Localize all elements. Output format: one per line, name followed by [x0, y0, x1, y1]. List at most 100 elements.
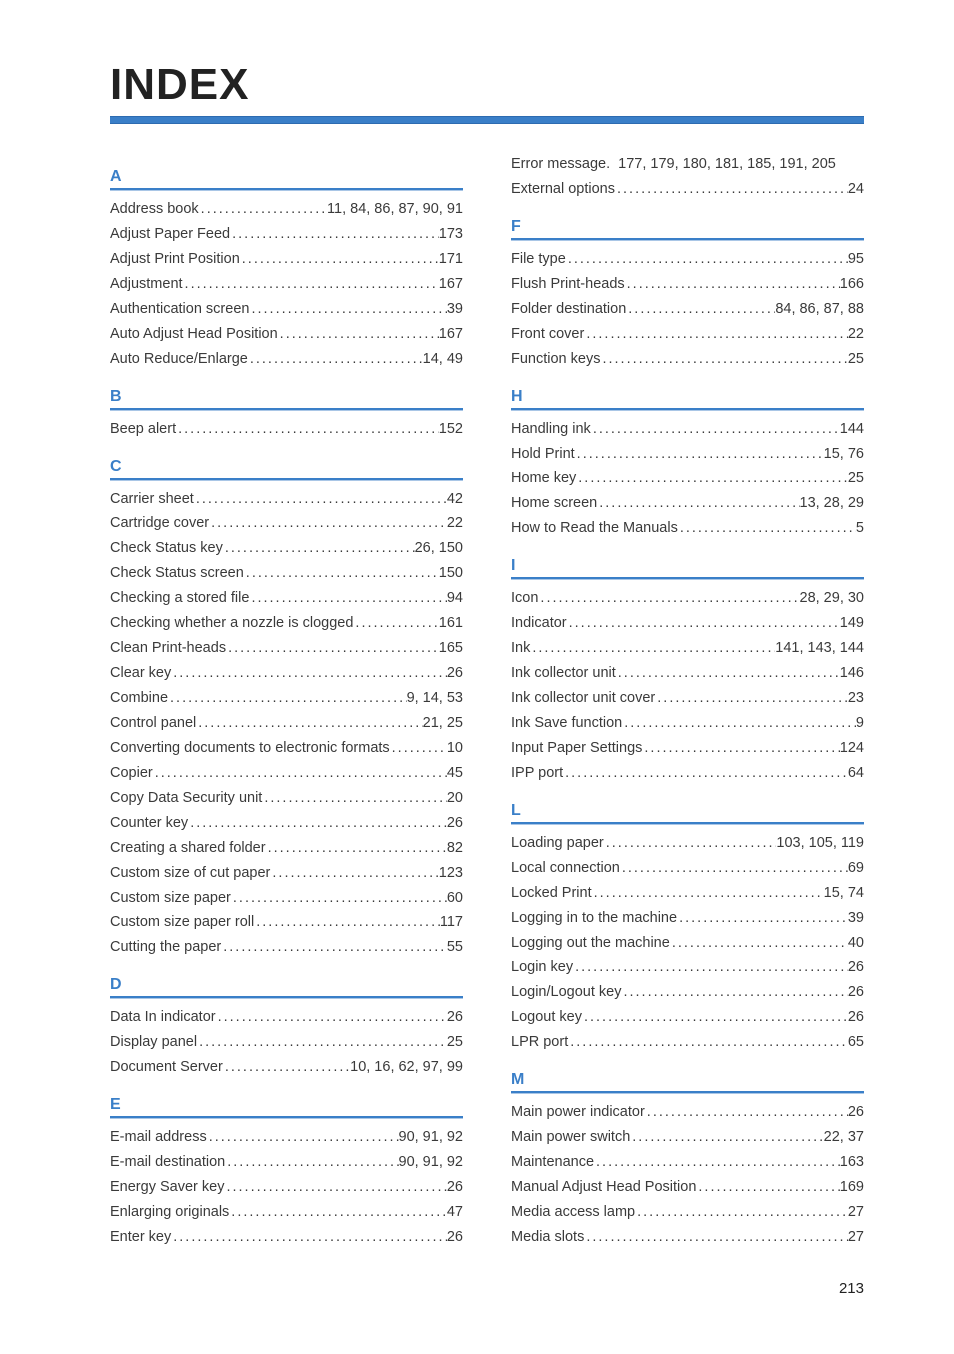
entry-label: Checking a stored file	[110, 586, 249, 611]
entry-leader-dots	[584, 322, 848, 347]
entry-label: Adjust Paper Feed	[110, 222, 230, 247]
entry-pages: 22	[447, 511, 463, 536]
entry-label: Checking whether a nozzle is clogged	[110, 611, 353, 636]
entry-leader-dots	[249, 297, 446, 322]
entry-label: Clear key	[110, 661, 171, 686]
entry-label: Auto Adjust Head Position	[110, 322, 278, 347]
index-entry: E-mail address 90, 91, 92	[110, 1125, 463, 1150]
entry-pages: 39	[848, 906, 864, 931]
entry-leader-dots	[262, 786, 447, 811]
entry-label: Ink Save function	[511, 711, 622, 736]
entry-leader-dots	[266, 836, 447, 861]
entry-pages: 26	[447, 811, 463, 836]
entry-leader-dots	[207, 1125, 399, 1150]
entry-pages: 95	[848, 247, 864, 272]
entry-leader-dots	[642, 736, 839, 761]
entry-label: Ink collector unit	[511, 661, 616, 686]
entry-leader-dots	[171, 661, 447, 686]
index-entry: Maintenance 163	[511, 1150, 864, 1175]
index-entry: Auto Reduce/Enlarge 14, 49	[110, 347, 463, 372]
index-entry: Adjust Print Position 171	[110, 247, 463, 272]
section-divider	[110, 478, 463, 481]
index-entry: Local connection 69	[511, 856, 864, 881]
entry-pages: 144	[840, 417, 864, 442]
entry-pages: 161	[439, 611, 463, 636]
page-title: INDEX	[110, 60, 864, 110]
index-entry: Logging in to the machine 39	[511, 906, 864, 931]
entry-leader-dots	[604, 831, 777, 856]
section-letter: I	[511, 557, 864, 575]
entry-label: Indicator	[511, 611, 567, 636]
entry-pages: 5	[856, 516, 864, 541]
entry-leader-dots	[615, 177, 848, 202]
entry-leader-dots	[248, 347, 423, 372]
entry-label: Check Status key	[110, 536, 223, 561]
entry-pages: 39	[447, 297, 463, 322]
entry-leader-dots	[635, 1200, 848, 1225]
entry-pages: 26	[447, 661, 463, 686]
entry-leader-dots	[566, 247, 848, 272]
entry-label: Enlarging originals	[110, 1200, 229, 1225]
index-entry: E-mail destination 90, 91, 92	[110, 1150, 463, 1175]
entry-label: Data In indicator	[110, 1005, 216, 1030]
entry-label: Adjust Print Position	[110, 247, 240, 272]
entry-label: Custom size paper	[110, 886, 231, 911]
section-divider	[110, 1116, 463, 1119]
entry-leader-dots	[568, 1030, 848, 1055]
entry-leader-dots	[194, 487, 447, 512]
entry-pages: 141, 143, 144	[775, 636, 864, 661]
entry-pages: 9	[856, 711, 864, 736]
index-entry: LPR port 65	[511, 1030, 864, 1055]
entry-label: Ink	[511, 636, 530, 661]
entry-leader-dots	[278, 322, 439, 347]
entry-leader-dots	[249, 586, 446, 611]
entry-pages: 25	[848, 466, 864, 491]
entry-pages: 124	[840, 736, 864, 761]
entry-leader-dots	[678, 516, 856, 541]
index-entry: Control panel 21, 25	[110, 711, 463, 736]
entry-leader-dots	[592, 881, 824, 906]
index-entry: Custom size paper roll 117	[110, 910, 463, 935]
entry-pages: 15, 76	[824, 442, 864, 467]
entry-pages: 26, 150	[415, 536, 463, 561]
entry-label: Login/Logout key	[511, 980, 621, 1005]
entry-label: E-mail destination	[110, 1150, 225, 1175]
index-entry: Custom size paper 60	[110, 886, 463, 911]
entry-pages: 163	[840, 1150, 864, 1175]
entry-label: Folder destination	[511, 297, 626, 322]
entry-leader-dots	[183, 272, 439, 297]
entry-leader-dots	[655, 686, 848, 711]
entry-pages: 69	[848, 856, 864, 881]
index-entry: Converting documents to electronic forma…	[110, 736, 463, 761]
entry-label: Carrier sheet	[110, 487, 194, 512]
index-entry: Auto Adjust Head Position 167	[110, 322, 463, 347]
entry-label: Flush Print-heads	[511, 272, 625, 297]
entry-leader-dots	[153, 761, 447, 786]
section-divider	[110, 188, 463, 191]
index-entry: Loading paper 103, 105, 119	[511, 831, 864, 856]
section-divider	[110, 408, 463, 411]
index-entry: Data In indicator 26	[110, 1005, 463, 1030]
entry-label: Beep alert	[110, 417, 176, 442]
index-entry: Combine 9, 14, 53	[110, 686, 463, 711]
entry-leader-dots	[226, 636, 439, 661]
index-entry: Front cover 22	[511, 322, 864, 347]
entry-pages: 171	[439, 247, 463, 272]
index-entry: Clear key 26	[110, 661, 463, 686]
index-entry: External options 24	[511, 177, 864, 202]
entry-label: IPP port	[511, 761, 563, 786]
entry-label: Logging out the machine	[511, 931, 670, 956]
entry-leader-dots	[176, 417, 439, 442]
entry-pages: 27	[848, 1200, 864, 1225]
entry-label: Media slots	[511, 1225, 584, 1250]
index-entry: Login key 26	[511, 955, 864, 980]
entry-label: Home screen	[511, 491, 597, 516]
entry-pages: 149	[840, 611, 864, 636]
entry-pages: 15, 74	[824, 881, 864, 906]
entry-pages: 42	[447, 487, 463, 512]
index-entry: Logging out the machine 40	[511, 931, 864, 956]
entry-pages: 26	[848, 1100, 864, 1125]
index-entry: How to Read the Manuals 5	[511, 516, 864, 541]
index-entry: Enter key 26	[110, 1225, 463, 1250]
entry-pages: 22	[848, 322, 864, 347]
